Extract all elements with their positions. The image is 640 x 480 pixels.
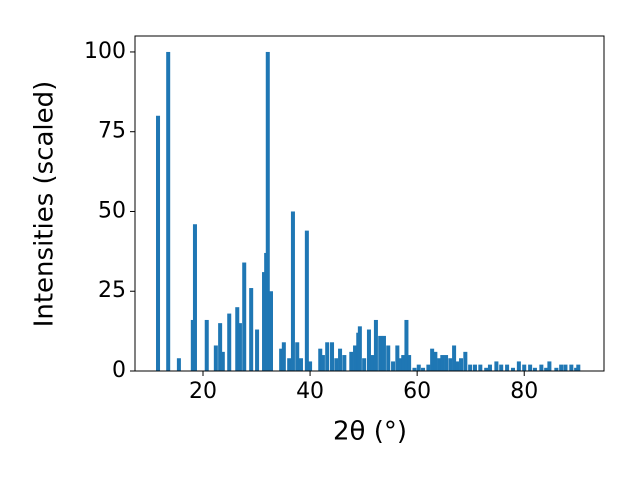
- bar: [522, 364, 527, 371]
- bar: [505, 364, 510, 371]
- bar: [407, 355, 412, 371]
- y-tick-label: 75: [98, 119, 126, 144]
- bar: [338, 348, 343, 371]
- bar: [262, 272, 267, 371]
- bar: [463, 351, 468, 371]
- x-tick-label: 20: [189, 379, 217, 404]
- bar: [468, 364, 473, 371]
- bar: [472, 364, 477, 371]
- bar: [484, 367, 489, 371]
- bar: [281, 342, 286, 371]
- bar: [330, 342, 335, 371]
- bar: [325, 342, 330, 371]
- bar: [237, 323, 242, 371]
- bar: [204, 319, 209, 371]
- bar: [295, 342, 300, 371]
- bar: [452, 345, 457, 371]
- plot-frame: [134, 35, 605, 372]
- bar: [242, 262, 247, 371]
- bar: [287, 358, 292, 371]
- bar: [391, 361, 396, 371]
- bar: [342, 355, 347, 371]
- bar: [304, 230, 309, 371]
- bar: [569, 364, 574, 371]
- bar: [433, 351, 438, 371]
- x-tick-label: 40: [296, 379, 324, 404]
- bar: [539, 364, 544, 371]
- bar: [255, 329, 260, 371]
- bar: [440, 355, 445, 371]
- bar: [444, 355, 449, 371]
- bar: [279, 348, 284, 371]
- bar: [366, 329, 371, 371]
- bar: [318, 348, 323, 371]
- bar: [554, 367, 559, 371]
- y-tick-label: 50: [98, 198, 126, 223]
- bar: [190, 319, 195, 371]
- y-tick-label: 100: [84, 39, 126, 64]
- y-axis-label: Intensities (scaled): [30, 81, 60, 328]
- bar: [516, 361, 521, 371]
- bar: [334, 358, 339, 371]
- bar: [227, 313, 232, 371]
- bar: [416, 364, 421, 371]
- bar: [357, 326, 362, 371]
- bar: [353, 345, 358, 371]
- bar: [455, 361, 460, 371]
- bar: [320, 355, 325, 371]
- bar: [378, 335, 383, 371]
- bar: [362, 358, 367, 371]
- bar: [349, 351, 354, 371]
- bar: [218, 323, 223, 371]
- bar: [576, 364, 581, 371]
- bar: [265, 51, 270, 371]
- bar: [381, 335, 386, 371]
- bar: [166, 51, 171, 371]
- bar: [559, 364, 564, 371]
- bar: [235, 307, 240, 371]
- bar: [213, 345, 218, 371]
- bar: [528, 364, 533, 371]
- bar: [398, 358, 403, 371]
- bar: [220, 351, 225, 371]
- bar: [156, 115, 161, 371]
- bar: [494, 361, 499, 371]
- bar: [563, 364, 568, 371]
- bar: [448, 358, 453, 371]
- bar: [574, 367, 579, 371]
- x-axis-label: 2θ (°): [333, 417, 407, 447]
- bar: [298, 358, 303, 371]
- bar: [268, 291, 273, 371]
- bar: [176, 358, 181, 371]
- bar: [459, 358, 464, 371]
- bar: [404, 319, 409, 371]
- x-tick-label: 60: [403, 379, 431, 404]
- bar: [499, 364, 504, 371]
- bar: [370, 355, 375, 371]
- bar: [290, 211, 295, 371]
- bar: [412, 367, 417, 371]
- bar: [386, 345, 391, 371]
- bar: [395, 345, 400, 371]
- y-tick-label: 0: [112, 358, 126, 383]
- bar: [430, 348, 435, 371]
- bar: [532, 367, 537, 371]
- bar: [544, 367, 549, 371]
- bar: [249, 288, 254, 371]
- bar: [547, 361, 552, 371]
- bar: [192, 224, 197, 371]
- x-tick-label: 80: [510, 379, 538, 404]
- bar: [373, 319, 378, 371]
- bar: [308, 361, 313, 371]
- bar: [510, 367, 515, 371]
- bar: [478, 364, 483, 371]
- bar: [426, 364, 431, 371]
- y-tick-label: 25: [98, 278, 126, 303]
- bar: [421, 367, 426, 371]
- bar: [401, 355, 406, 371]
- bar: [437, 358, 442, 371]
- bar: [487, 364, 492, 371]
